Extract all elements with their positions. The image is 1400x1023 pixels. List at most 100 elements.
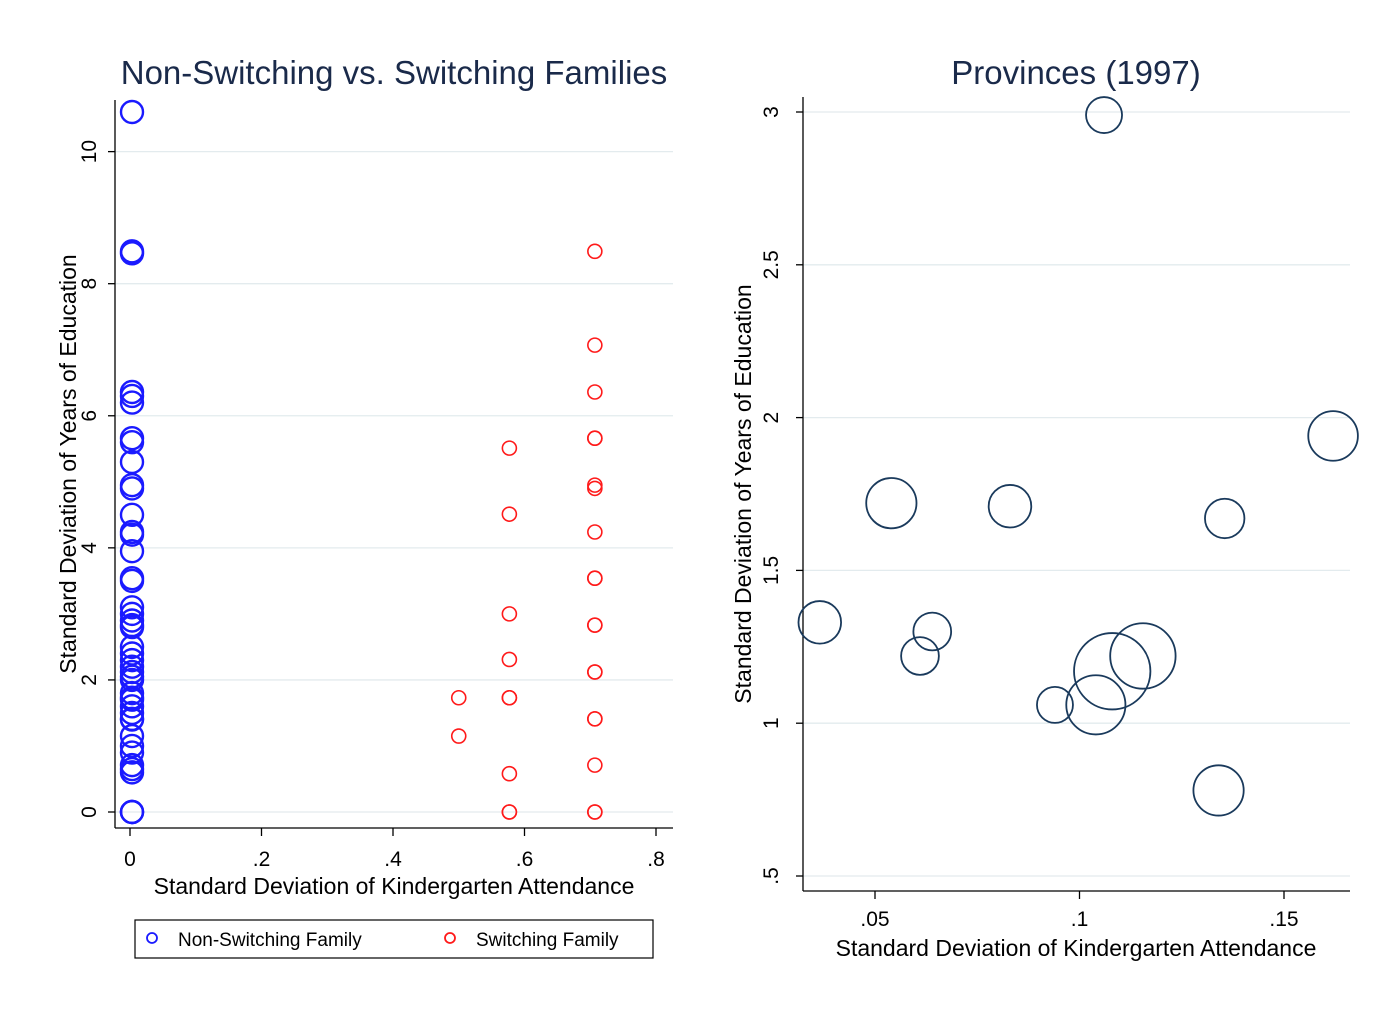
left-x-axis-label: Standard Deviation of Kindergarten Atten… [154,873,635,899]
province-point [987,484,1033,529]
province-point [1085,96,1123,134]
province-point [1204,497,1246,540]
non-switching-point [119,595,145,620]
switching-point [587,430,603,447]
right-y-ticks: .5 1 1.5 2 2.5 3 [760,106,803,885]
left-chart-title: Non-Switching vs. Switching Families [121,54,668,91]
switching-point [501,689,518,706]
switching-point [450,689,467,706]
right-data-points [797,96,1359,817]
switching-point [587,664,603,680]
switching-point [587,243,603,260]
switching-point [450,728,467,744]
left-y-tick-label: 6 [78,410,101,422]
non-switching-point [119,694,145,719]
non-switching-point [119,614,145,640]
non-switching-point [119,522,145,547]
non-switching-point [119,723,145,749]
non-switching-point [119,601,145,627]
switching-point [501,440,518,456]
switching-point [587,384,603,400]
switching-point [587,711,603,727]
non-switching-point [119,383,145,409]
switching-point [587,477,603,493]
non-switching-point [119,390,145,415]
left-data-points [119,99,603,825]
legend: Non-Switching Family Switching Family [134,919,654,959]
switching-point [587,480,603,497]
non-switching-point [119,538,145,564]
non-switching-point [119,687,145,712]
left-y-tick-label: 10 [78,140,101,163]
switching-point [587,570,603,587]
switching-point [587,524,603,540]
non-switching-point [119,476,145,501]
province-point [912,611,953,652]
legend-label-switching: Switching Family [476,930,619,951]
switching-point [587,804,603,820]
non-switching-point [119,99,145,125]
switching-point [501,506,518,522]
non-switching-point [119,239,145,264]
province-point [1109,622,1177,690]
right-x-tick-label: .05 [860,908,889,931]
province-point [865,477,918,530]
province-point [1307,410,1359,462]
non-switching-point [119,654,145,679]
left-y-tick-label: 2 [78,674,101,686]
non-switching-point [119,799,145,825]
right-x-axis-label: Standard Deviation of Kindergarten Atten… [836,935,1317,961]
left-x-tick-label: .4 [384,848,402,871]
province-point [1065,674,1127,736]
province-point [1073,632,1152,711]
switching-point [587,337,603,353]
right-y-tick-label: 3 [760,106,783,118]
left-x-tick-label: .8 [647,848,665,871]
province-point [1192,764,1245,817]
right-y-tick-label: 1 [760,717,783,729]
right-y-tick-label: .5 [760,867,783,885]
right-x-tick-label: .15 [1269,908,1298,931]
non-switching-point [119,647,145,673]
non-switching-point [119,707,145,732]
switching-point [587,617,603,633]
left-y-tick-label: 0 [78,806,101,818]
left-y-axis-label: Standard Deviation of Years of Education [55,254,81,673]
switching-point [501,804,518,820]
legend-marker-non-switching [146,932,158,944]
non-switching-point [119,760,145,785]
province-point [900,636,940,676]
left-x-ticks: 0 .2 .4 .6 .8 [124,828,665,871]
left-x-tick-label: .6 [516,848,534,871]
non-switching-point [119,634,145,660]
non-switching-point [119,667,145,693]
right-y-tick-label: 1.5 [760,556,783,585]
non-switching-point [119,241,145,266]
left-chart-panel: 0 2 4 6 8 10 0 .2 .4 .6 .8 Non-Switching vs. Swit… [55,54,673,959]
switching-point [587,757,603,773]
non-switching-point [119,429,145,455]
right-y-tick-label: 2.5 [760,250,783,279]
left-gridlines [115,150,673,813]
left-y-tick-label: 8 [78,278,101,290]
non-switching-point [119,568,145,594]
left-y-tick-label: 4 [78,542,101,554]
legend-marker-switching [444,932,456,944]
right-chart-title: Provinces (1997) [951,54,1200,91]
switching-point [501,651,518,668]
right-y-tick-label: 2 [760,412,783,424]
non-switching-point [119,502,145,528]
left-x-tick-label: 0 [124,848,136,871]
non-switching-point [119,740,145,765]
right-x-tick-label: .1 [1071,908,1089,931]
legend-label-non-switching: Non-Switching Family [178,930,362,951]
legend-box [134,919,654,959]
right-gridlines [803,111,1350,877]
right-y-axis-label: Standard Deviation of Years of Education [730,284,756,703]
switching-point [501,606,518,622]
left-x-tick-label: .2 [253,848,271,871]
left-y-ticks: 0 2 4 6 8 10 [78,140,115,818]
right-x-ticks: .05 .1 .15 [860,891,1299,931]
